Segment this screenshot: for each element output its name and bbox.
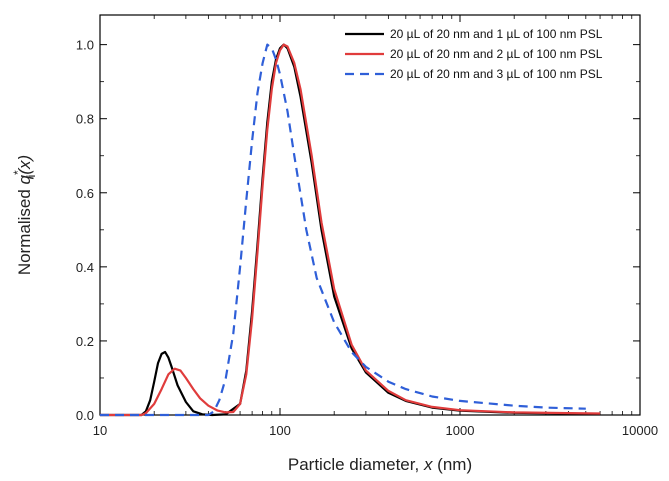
tick-labels: 10 100 1000 10000 0.0 0.2 0.4 0.6 0.8 1.0 <box>76 38 658 438</box>
x-axis-title-var: x <box>423 455 433 474</box>
y-tick-label: 1.0 <box>76 38 94 53</box>
x-tick-label: 10000 <box>622 423 658 438</box>
x-axis-title-prefix: Particle diameter, <box>288 455 424 474</box>
x-tick-label: 10 <box>93 423 107 438</box>
legend-label-2: 20 µL of 20 nm and 2 µL of 100 nm PSL <box>390 47 603 61</box>
y-axis-title-sup: * <box>11 170 25 175</box>
series-line-1 <box>100 43 601 417</box>
y-tick-label: 0.2 <box>76 334 94 349</box>
x-tick-label: 100 <box>269 423 291 438</box>
series-layer <box>100 43 601 417</box>
y-tick-label: 0.0 <box>76 408 94 423</box>
x-axis-title: Particle diameter, x (nm) <box>288 455 472 474</box>
series-line-3 <box>100 43 586 417</box>
y-axis-title-sub: i <box>24 175 38 178</box>
x-axis-title-suffix: (nm) <box>432 455 472 474</box>
x-tick-label: 1000 <box>446 423 475 438</box>
legend-label-1: 20 µL of 20 nm and 1 µL of 100 nm PSL <box>390 27 603 41</box>
y-tick-label: 0.6 <box>76 186 94 201</box>
y-tick-label: 0.8 <box>76 112 94 127</box>
legend: 20 µL of 20 nm and 1 µL of 100 nm PSL 20 … <box>345 27 603 81</box>
y-axis-title: Normalised q*i(x) <box>11 155 38 275</box>
axes <box>99 14 641 416</box>
y-axis-title-prefix: Normalised <box>15 184 34 275</box>
y-axis-title-var: q <box>15 174 34 184</box>
legend-label-3: 20 µL of 20 nm and 3 µL of 100 nm PSL <box>390 67 603 81</box>
y-axis-title-arg: (x) <box>15 155 34 175</box>
series-line-2 <box>100 43 601 417</box>
y-tick-label: 0.4 <box>76 260 94 275</box>
plot-frame <box>99 14 641 416</box>
